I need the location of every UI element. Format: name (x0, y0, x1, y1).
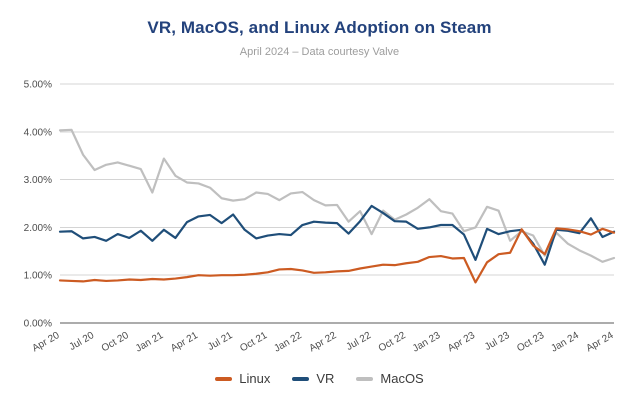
legend-item-macos[interactable]: MacOS (356, 371, 424, 386)
x-axis-tick-label: Apr 24 (584, 330, 615, 354)
x-axis-tick-label: Apr 23 (446, 330, 477, 354)
x-axis-tick-label: Jan 21 (134, 330, 166, 355)
x-axis-tick-label: Jan 24 (549, 330, 581, 355)
x-axis-tick-label: Oct 20 (100, 330, 131, 354)
legend-label: VR (316, 371, 335, 386)
legend-label: Linux (239, 371, 271, 386)
legend-swatch-icon (215, 376, 233, 381)
y-axis-tick-label: 4.00% (24, 127, 52, 138)
chart-subtitle: April 2024 – Data courtesy Valve (239, 46, 400, 58)
chart-title: VR, MacOS, and Linux Adoption on Steam (147, 18, 492, 37)
x-axis-tick-label: Oct 22 (377, 330, 408, 354)
y-axis-tick-label: 5.00% (24, 80, 52, 91)
x-axis-tick-label: Apr 22 (307, 330, 338, 354)
x-axis-tick-label: Apr 20 (30, 330, 61, 354)
x-axis-tick-label: Jul 20 (68, 330, 97, 353)
y-axis-tick-label: 0.00% (24, 319, 52, 330)
x-axis-tick-labels: Apr 20 Jul 20 Oct 20 Jan 21 Apr 21 Jul 21 Oct … (30, 330, 615, 355)
x-axis-tick-label: Oct 21 (238, 330, 269, 354)
y-axis-tick-labels: 0.00% 1.00% 2.00% 3.00% 4.00% 5.00% (24, 80, 52, 330)
x-axis-tick-label: Jul 22 (345, 330, 374, 353)
x-axis-tick-label: Apr 21 (169, 330, 200, 354)
x-axis-tick-label: Jul 21 (206, 330, 235, 353)
gridlines (60, 83, 614, 324)
legend-swatch-icon (356, 376, 374, 381)
x-axis-tick-label: Jul 23 (483, 330, 512, 353)
legend-swatch-icon (292, 376, 310, 381)
series-line-linux (58, 227, 616, 284)
legend-label: MacOS (380, 371, 424, 386)
chart-legend: Linux VR MacOS (0, 371, 639, 386)
y-axis-tick-label: 2.00% (24, 223, 52, 234)
x-axis-tick-label: Jan 23 (411, 330, 443, 355)
legend-item-linux[interactable]: Linux (215, 371, 270, 386)
data-series-group (58, 128, 616, 284)
y-axis-tick-label: 3.00% (24, 175, 52, 186)
x-axis-tick-label: Oct 23 (515, 330, 546, 354)
legend-item-vr[interactable]: VR (292, 371, 334, 386)
y-axis-tick-label: 1.00% (24, 271, 52, 282)
x-axis-tick-label: Jan 22 (272, 330, 304, 355)
